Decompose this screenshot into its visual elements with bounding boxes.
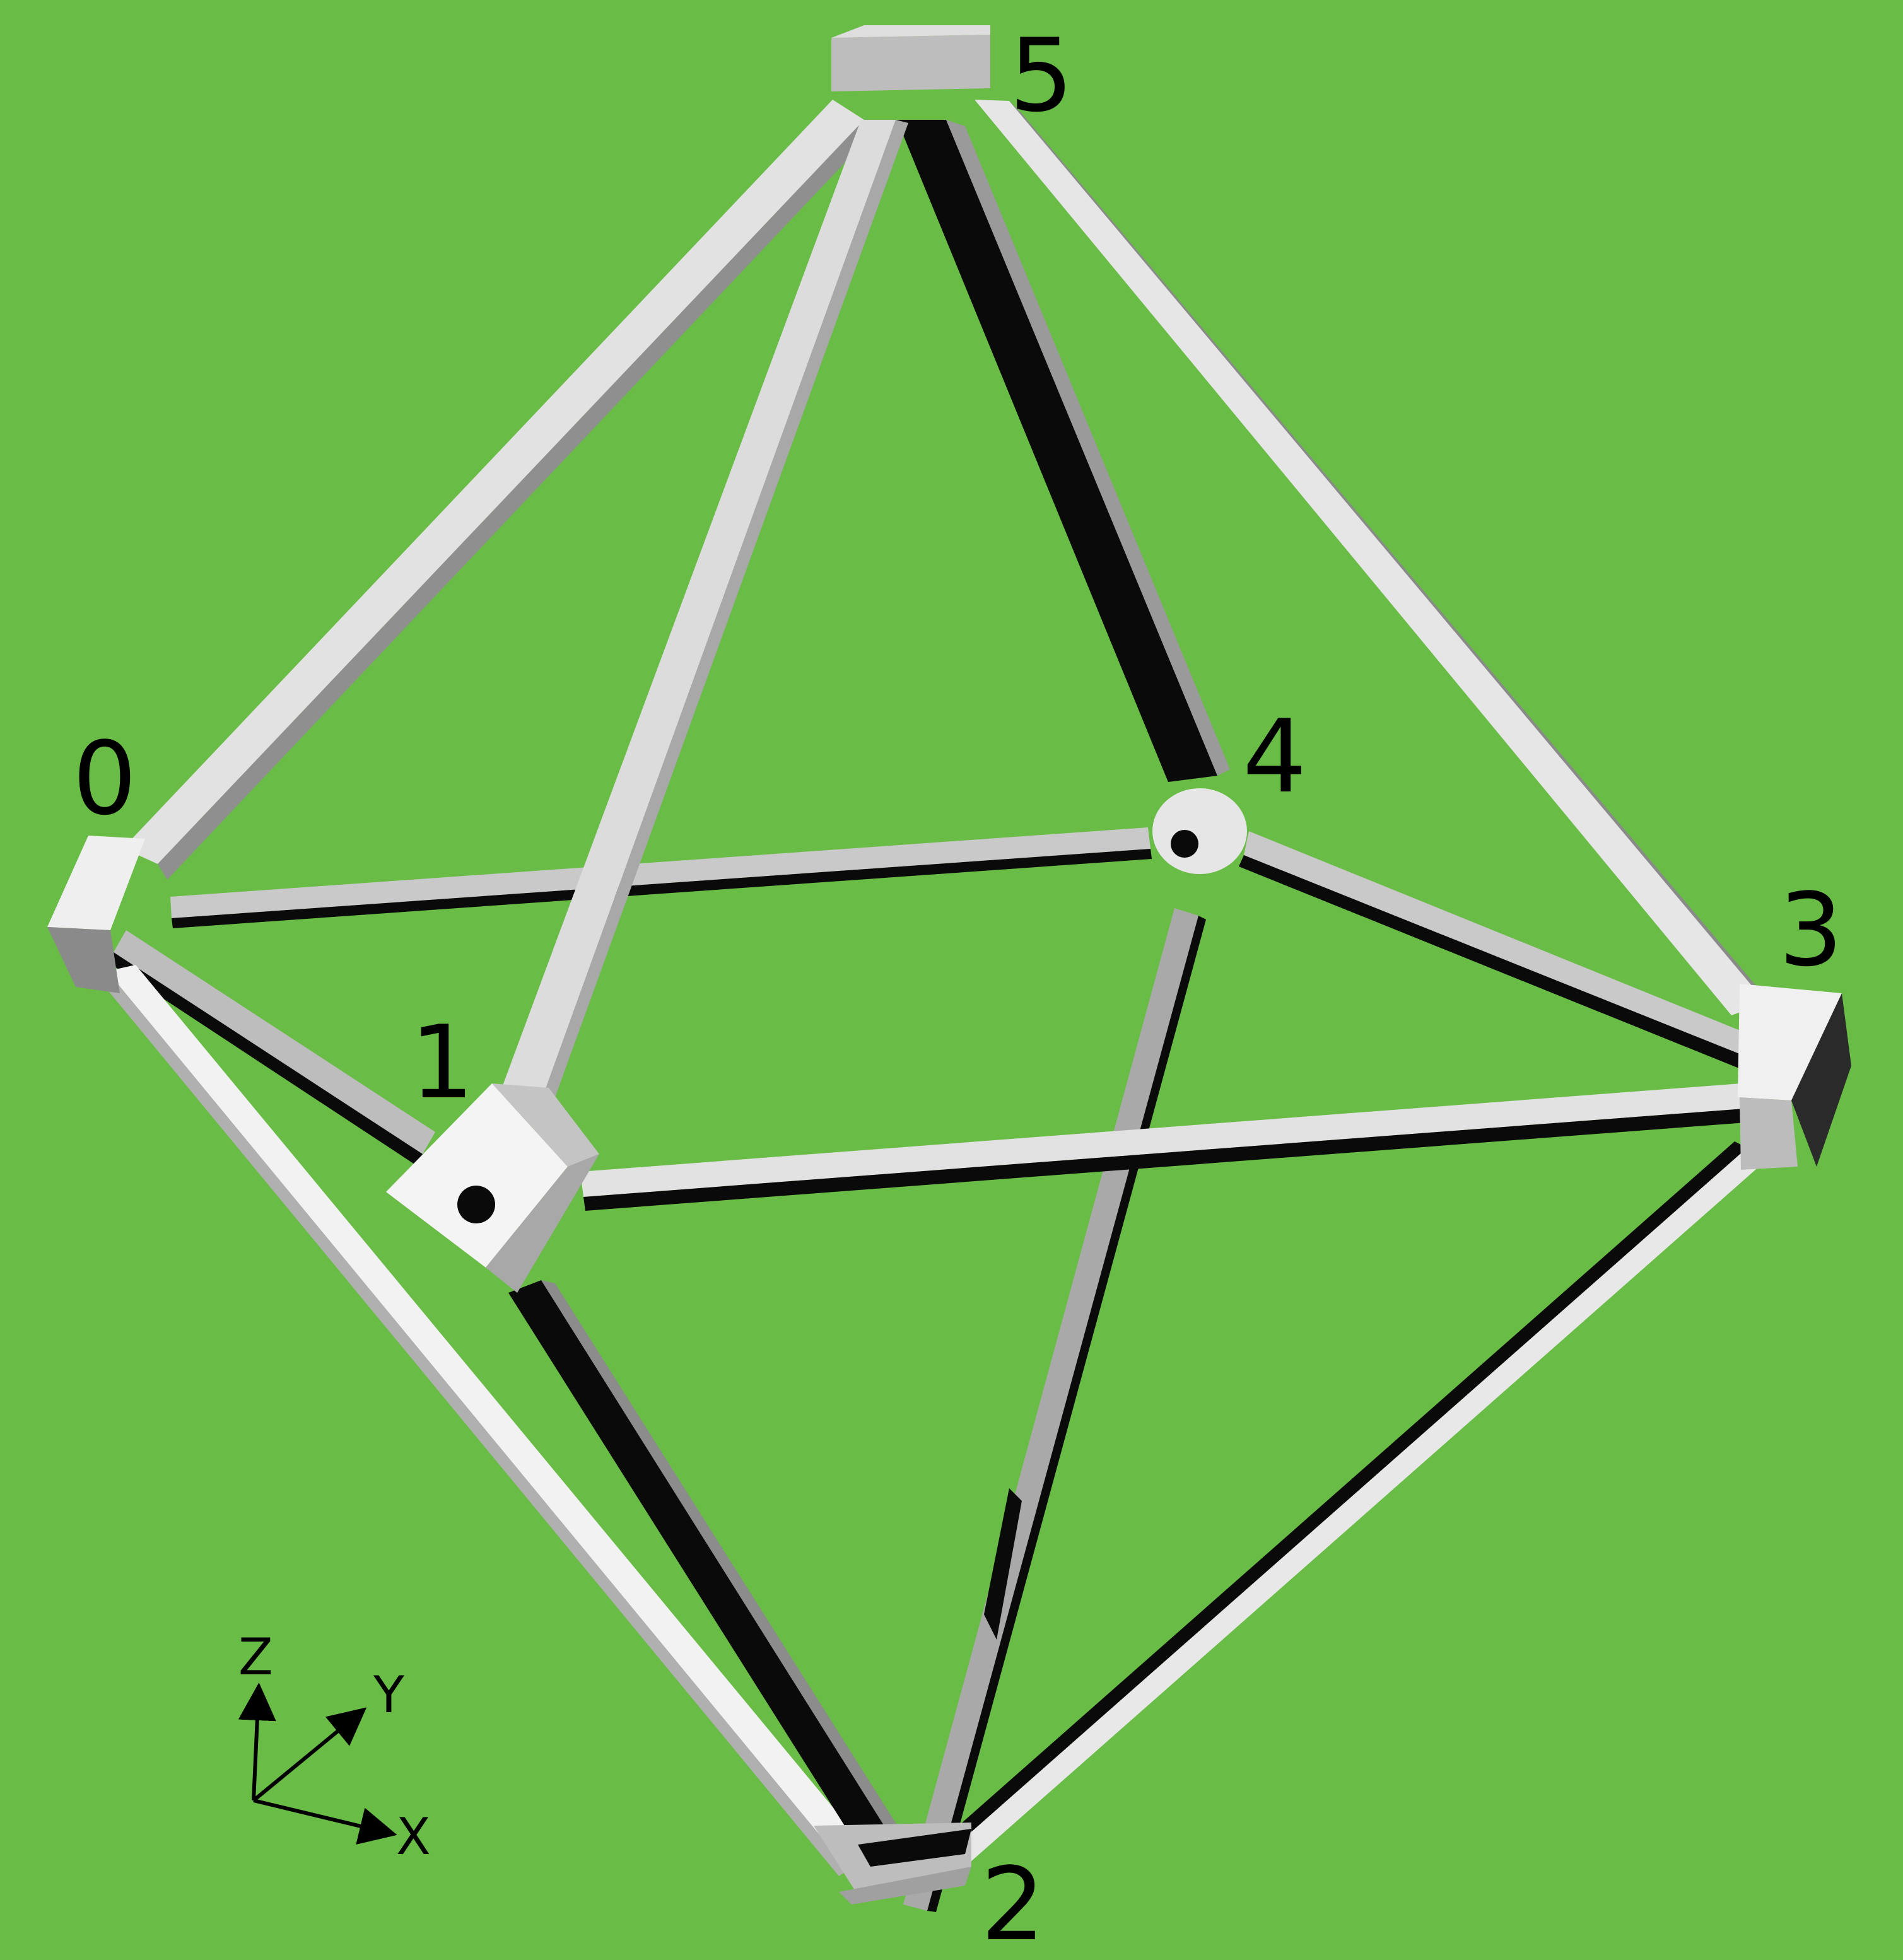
strut-5-4 xyxy=(897,120,1230,782)
node-3 xyxy=(1738,984,1851,1170)
axis-triad: Z Y X xyxy=(238,1628,431,1866)
vertex-label-0: 0 xyxy=(73,720,137,837)
node-0 xyxy=(47,836,145,993)
strut-1-3 xyxy=(580,1083,1746,1211)
z-axis-arrow xyxy=(238,1683,276,1801)
vertex-label-3: 3 xyxy=(1779,871,1843,989)
strut-1-2 xyxy=(508,1280,913,1867)
x-axis-label: X xyxy=(396,1807,431,1866)
y-axis-label: Y xyxy=(373,1665,405,1724)
node-4 xyxy=(1152,788,1247,874)
vertex-label-1: 1 xyxy=(410,1003,474,1121)
node-2 xyxy=(814,1823,971,1905)
vertex-label-4: 4 xyxy=(1243,697,1307,815)
node-1 xyxy=(386,1083,599,1293)
vertex-labels: 5 0 4 3 1 2 xyxy=(73,16,1843,1960)
nodes xyxy=(47,25,1851,1905)
strut-0-2 xyxy=(95,965,877,1876)
strut-4-3 xyxy=(1239,831,1752,1070)
strut-0-5 xyxy=(123,100,870,880)
strut-5-3 xyxy=(975,100,1776,1015)
node-5 xyxy=(831,25,990,91)
struts xyxy=(95,100,1776,1912)
strut-0-4 xyxy=(170,827,1152,928)
strut-2-3 xyxy=(934,1141,1766,1867)
y-axis-arrow xyxy=(252,1707,367,1802)
vertex-label-5: 5 xyxy=(1009,16,1074,134)
strut-0-1 xyxy=(107,930,435,1165)
strut-1-5 xyxy=(498,120,908,1097)
x-axis-arrow xyxy=(253,1799,397,1845)
vertex-label-2: 2 xyxy=(981,1845,1045,1960)
z-axis-label: Z xyxy=(238,1628,273,1686)
